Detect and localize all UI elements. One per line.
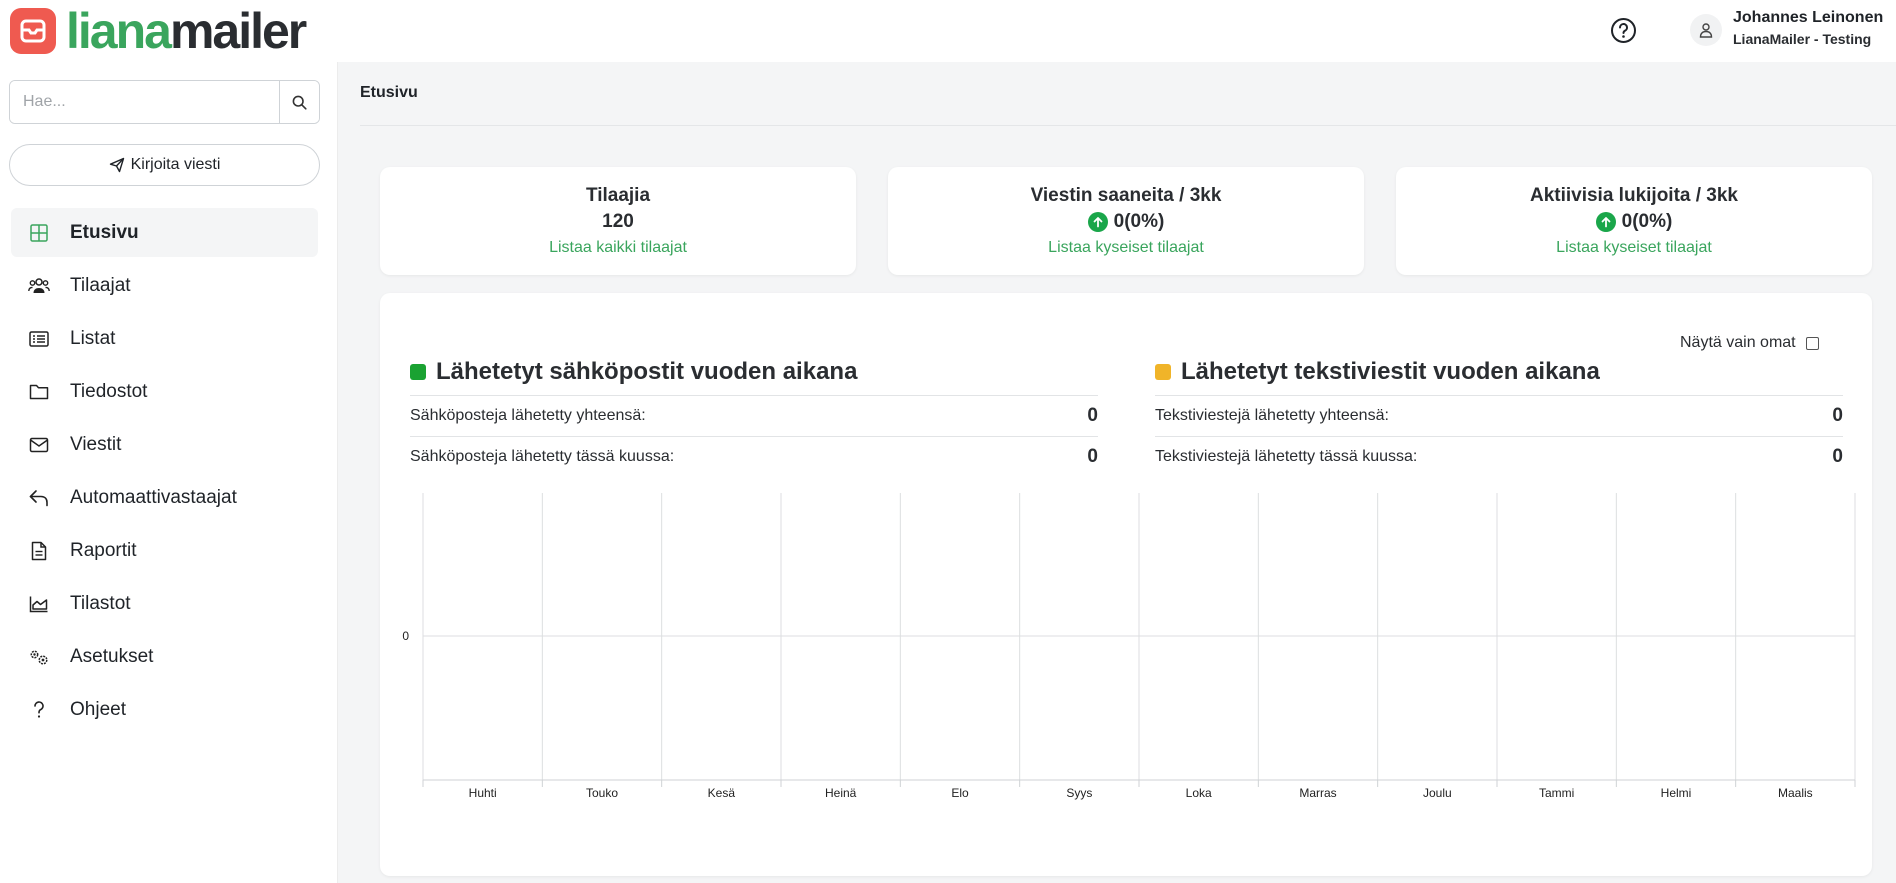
sidebar-item-tiedostot[interactable]: Tiedostot [11, 367, 318, 416]
help-icon[interactable] [1610, 17, 1637, 44]
search-box [9, 80, 320, 124]
breadcrumb-bar: Etusivu [360, 62, 1896, 126]
stat-value: 120 [602, 211, 634, 232]
sms-section-header: Lähetetyt tekstiviestit vuoden aikana [1155, 357, 1843, 387]
sidebar-item-label: Asetukset [70, 645, 154, 667]
x-tick-label: Helmi [1661, 786, 1692, 800]
stat-title: Tilaajia [585, 185, 651, 206]
paper-plane-icon [109, 157, 124, 173]
sidebar-item-automaattivastaajat[interactable]: Automaattivastaajat [11, 473, 318, 522]
sidebar-item-label: Viestit [70, 433, 122, 455]
search-button[interactable] [279, 81, 319, 123]
breadcrumb: Etusivu [360, 84, 418, 101]
sms-section-title: Lähetetyt tekstiviestit vuoden aikana [1181, 358, 1600, 385]
sidebar-item-listat[interactable]: Listat [11, 314, 318, 363]
x-tick-label: Marras [1299, 786, 1336, 800]
sidebar-item-label: Tilastot [70, 592, 131, 614]
sidebar-item-label: Raportit [70, 539, 137, 561]
x-tick-label: Huhti [469, 786, 497, 800]
list-icon [28, 328, 50, 350]
logo[interactable]: lianamailer [10, 3, 307, 59]
stat-link[interactable]: Listaa kaikki tilaajat [549, 239, 687, 256]
reply-icon [28, 487, 50, 509]
brand-name: lianamailer [66, 3, 307, 59]
document-icon [28, 540, 50, 562]
sidebar-item-etusivu[interactable]: Etusivu [11, 208, 318, 257]
show-own-only-checkbox[interactable] [1805, 336, 1819, 350]
monthly-sent-chart: 0 Huhti Touko Kesä Heinä Elo Syys Loka Marras Jou… [402, 493, 1856, 800]
top-bar: lianamailer Johannes Leinonen LianaMaile… [0, 0, 1896, 62]
search-icon [292, 95, 307, 110]
compose-message-button[interactable]: Kirjoita viesti [9, 144, 320, 186]
sidebar-item-viestit[interactable]: Viestit [11, 420, 318, 469]
sidebar-item-tilaajat[interactable]: Tilaajat [11, 261, 318, 310]
x-tick-label: Kesä [708, 786, 736, 800]
x-tick-label: Heinä [825, 786, 857, 800]
email-section-header: Lähetetyt sähköpostit vuoden aikana [410, 357, 1098, 387]
stat-link[interactable]: Listaa kyseiset tilaajat [1048, 239, 1204, 256]
email-legend-swatch [410, 364, 426, 380]
stat-card-received: Viestin saaneita / 3kk 0(0%) Listaa kyse… [888, 167, 1364, 275]
arrow-up-icon [1087, 212, 1108, 232]
sidebar-item-ohjeet[interactable]: Ohjeet [11, 685, 318, 734]
dashboard-grid-icon [28, 222, 50, 244]
show-own-only-label: Näytä vain omat [1680, 334, 1796, 351]
show-own-only-toggle[interactable]: Näytä vain omat [1680, 334, 1819, 352]
stat-card-subscribers: Tilaajia 120 Listaa kaikki tilaajat [380, 167, 856, 275]
stat-card-active-readers: Aktiivisia lukijoita / 3kk 0(0%) Listaa … [1396, 167, 1872, 275]
sidebar-item-label: Listat [70, 327, 116, 349]
gears-icon [28, 646, 50, 668]
area-chart-icon [28, 593, 50, 615]
x-tick-label: Touko [586, 786, 618, 800]
email-section: Lähetetyt sähköpostit vuoden aikana Sähk… [410, 357, 1098, 477]
sidebar-item-asetukset[interactable]: Asetukset [11, 632, 318, 681]
stat-title: Aktiivisia lukijoita / 3kk [1529, 185, 1739, 206]
main-content: Etusivu Tilaajia 120 Listaa kaikki tilaa… [338, 62, 1896, 883]
user-organization[interactable]: LianaMailer - Testing [1733, 31, 1872, 47]
x-tick-label: Joulu [1423, 786, 1452, 800]
arrow-up-icon [1595, 212, 1616, 232]
stat-title: Viestin saaneita / 3kk [1030, 185, 1222, 206]
sidebar-item-label: Etusivu [70, 221, 139, 243]
stat-value: 0(0%) [888, 211, 1364, 233]
x-tick-label: Syys [1066, 786, 1092, 800]
sms-section: Lähetetyt tekstiviestit vuoden aikana Te… [1155, 357, 1843, 477]
sent-messages-card: Näytä vain omat Lähetetyt sähköpostit vu… [380, 293, 1872, 876]
user-name[interactable]: Johannes Leinonen [1733, 9, 1884, 26]
sidebar-item-label: Automaattivastaajat [70, 486, 237, 508]
x-tick-label: Maalis [1778, 786, 1813, 800]
email-section-title: Lähetetyt sähköpostit vuoden aikana [436, 358, 858, 385]
search-input[interactable] [10, 81, 279, 123]
compose-label: Kirjoita viesti [130, 156, 221, 173]
stat-link[interactable]: Listaa kyseiset tilaajat [1556, 239, 1712, 256]
question-icon [28, 699, 50, 721]
sms-legend-swatch [1155, 364, 1171, 380]
sidebar-nav: Etusivu Tilaajat Listat Tiedostot Viesti… [11, 208, 318, 738]
user-avatar-icon[interactable] [1690, 14, 1722, 46]
sidebar-item-label: Tilaajat [70, 274, 131, 296]
users-icon [28, 275, 50, 297]
email-total-row: Sähköposteja lähetetty yhteensä: 0 [410, 395, 1098, 436]
email-month-row: Sähköposteja lähetetty tässä kuussa: 0 [410, 436, 1098, 477]
y-tick-label: 0 [402, 629, 409, 643]
sidebar-item-label: Tiedostot [70, 380, 148, 402]
sidebar-item-tilastot[interactable]: Tilastot [11, 579, 318, 628]
x-tick-label: Loka [1186, 786, 1212, 800]
stat-value: 0(0%) [1396, 211, 1872, 233]
sidebar-item-label: Ohjeet [70, 698, 126, 720]
x-tick-label: Tammi [1539, 786, 1574, 800]
sidebar: Kirjoita viesti Etusivu Tilaajat Listat … [0, 62, 338, 883]
mail-logo-icon [10, 8, 56, 54]
sms-total-row: Tekstiviestejä lähetetty yhteensä: 0 [1155, 395, 1843, 436]
sidebar-item-raportit[interactable]: Raportit [11, 526, 318, 575]
envelope-icon [28, 434, 50, 456]
x-tick-label: Elo [951, 786, 969, 800]
folder-icon [28, 381, 50, 403]
sms-month-row: Tekstiviestejä lähetetty tässä kuussa: 0 [1155, 436, 1843, 477]
